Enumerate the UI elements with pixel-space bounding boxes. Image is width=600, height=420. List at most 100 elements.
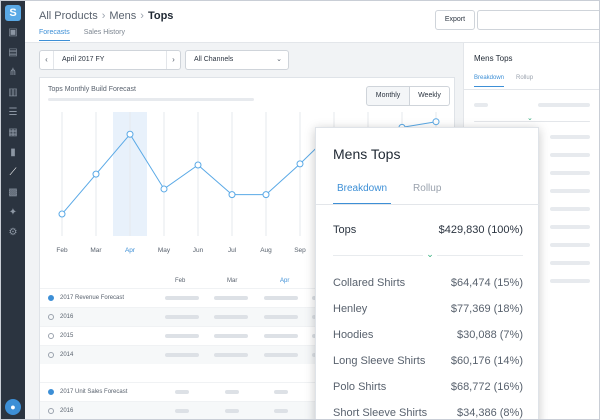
clipboard-icon[interactable]: ▦	[8, 127, 18, 138]
total-name: Tops	[333, 224, 357, 236]
page-header: All Products › Mens › Tops Forecasts Sales Hi…	[25, 1, 599, 43]
x-tick-label: Jun	[193, 247, 204, 254]
column-header-feb: Feb	[175, 278, 186, 284]
line-chart-icon[interactable]: ⟋	[9, 167, 17, 178]
chevron-right-icon: ›	[101, 10, 106, 22]
x-tick-label: May	[158, 247, 171, 254]
nav-rail: S ▣ ▤ ⋔ ▥ ☰ ▦ ▮ ⟋ ▩ ✦ ⚙ ●	[1, 1, 25, 419]
x-tick-label: Apr	[125, 247, 136, 254]
search-input[interactable]: ⌕	[477, 10, 599, 30]
item-value: $64,474 (15%)	[450, 277, 523, 289]
cell-placeholder	[264, 334, 298, 338]
weekly-toggle[interactable]: Weekly	[410, 86, 450, 106]
card-title: Tops Monthly Build Forecast	[48, 86, 136, 93]
divider	[464, 89, 599, 90]
total-value: $429,830 (100%)	[438, 224, 523, 236]
bar-chart-icon[interactable]: ▮	[10, 147, 16, 158]
cell-placeholder	[264, 353, 298, 357]
item-value: $77,369 (18%)	[450, 303, 523, 315]
prev-period-button[interactable]: ‹	[40, 51, 54, 69]
cell-placeholder	[165, 296, 199, 300]
channel-value: All Channels	[194, 56, 234, 63]
data-point	[432, 118, 440, 126]
text-placeholder	[550, 171, 590, 175]
row-label: 2016	[60, 408, 74, 414]
column-header-apr: Apr	[280, 278, 290, 284]
text-placeholder	[550, 189, 590, 193]
text-placeholder	[550, 261, 590, 265]
tab-sales-history[interactable]: Sales History	[83, 29, 125, 36]
breadcrumb-all-products[interactable]: All Products	[39, 10, 98, 22]
cell-placeholder	[214, 334, 248, 338]
text-placeholder	[474, 103, 488, 107]
tab-forecasts[interactable]: Forecasts	[39, 29, 70, 41]
app-logo-icon[interactable]: S	[5, 5, 21, 21]
row-label: 2017 Unit Sales Forecast	[60, 389, 128, 395]
popover-title: Mens Tops	[333, 146, 401, 162]
panel-title: Mens Tops	[474, 54, 513, 63]
next-period-button[interactable]: ›	[166, 51, 180, 69]
row-label: 2017 Revenue Forecast	[60, 295, 125, 301]
x-tick-label: Feb	[56, 247, 68, 254]
data-point	[262, 191, 270, 199]
series-radio[interactable]	[48, 408, 54, 414]
cell-placeholder	[165, 353, 199, 357]
data-point	[58, 210, 66, 218]
series-radio[interactable]	[48, 314, 54, 320]
data-point	[160, 185, 168, 193]
image-icon[interactable]: ▣	[8, 27, 18, 38]
gear-icon[interactable]: ⚙	[8, 227, 18, 238]
table-row[interactable]: 2017 Unit Sales Forecast	[40, 382, 456, 401]
chevron-down-icon[interactable]: ⌄	[423, 247, 437, 261]
x-tick-label: Sep	[294, 247, 306, 254]
popover-tab-breakdown[interactable]: Breakdown	[333, 183, 392, 205]
series-radio[interactable]	[48, 295, 54, 301]
text-placeholder	[550, 207, 590, 211]
breakdown-popover: Mens Tops Breakdown Rollup Tops $429,830 …	[315, 127, 540, 419]
panel-tab-rollup[interactable]: Rollup	[516, 75, 534, 81]
breadcrumb-tops: Tops	[147, 10, 174, 22]
item-name: Long Sleeve Shirts	[333, 355, 426, 367]
series-radio[interactable]	[48, 333, 54, 339]
data-point	[228, 191, 236, 199]
row-label: 2014	[60, 352, 74, 358]
document-icon[interactable]: ▤	[8, 47, 18, 58]
monthly-toggle[interactable]: Monthly	[366, 86, 410, 106]
hierarchy-icon[interactable]: ⋔	[8, 67, 18, 78]
period-picker[interactable]: ‹ April 2017 FY ›	[39, 50, 181, 70]
channel-select[interactable]: All Channels ⌄	[185, 50, 289, 70]
item-name: Collared Shirts	[333, 277, 406, 289]
cell-placeholder	[175, 390, 189, 394]
forecast-line-chart: FebMarAprMayJunJulAugSepOctNovDecJan	[56, 112, 442, 254]
layers-icon[interactable]: ▥	[8, 87, 18, 98]
text-placeholder	[550, 279, 590, 283]
table-icon[interactable]: ▩	[8, 187, 18, 198]
item-name: Short Sleeve Shirts	[333, 407, 428, 419]
x-tick-label: Jul	[228, 247, 237, 254]
text-placeholder	[550, 135, 590, 139]
popover-tab-rollup[interactable]: Rollup	[413, 183, 442, 194]
panel-tab-breakdown[interactable]: Breakdown	[474, 75, 505, 87]
series-radio[interactable]	[48, 389, 54, 395]
user-avatar-icon[interactable]: ●	[5, 399, 21, 415]
data-point	[92, 170, 100, 178]
cell-placeholder	[214, 296, 248, 300]
column-header-mar: Mar	[227, 278, 238, 284]
row-label: 2016	[60, 314, 74, 320]
tag-icon[interactable]: ✦	[8, 207, 18, 218]
table-header: Feb Mar Apr	[40, 274, 456, 288]
cell-placeholder	[264, 296, 298, 300]
export-button[interactable]: Export	[435, 10, 475, 30]
breadcrumb: All Products › Mens › Tops	[39, 10, 173, 22]
series-radio[interactable]	[48, 352, 54, 358]
item-name: Hoodies	[333, 329, 374, 341]
breadcrumb-mens[interactable]: Mens	[109, 10, 137, 22]
cell-placeholder	[274, 390, 288, 394]
cell-placeholder	[214, 353, 248, 357]
item-value: $30,088 (7%)	[456, 329, 523, 341]
period-value: April 2017 FY	[62, 56, 105, 63]
list-icon[interactable]: ☰	[8, 107, 18, 118]
chevron-down-icon[interactable]: ⌄	[527, 115, 533, 122]
subtitle-placeholder	[48, 98, 254, 101]
